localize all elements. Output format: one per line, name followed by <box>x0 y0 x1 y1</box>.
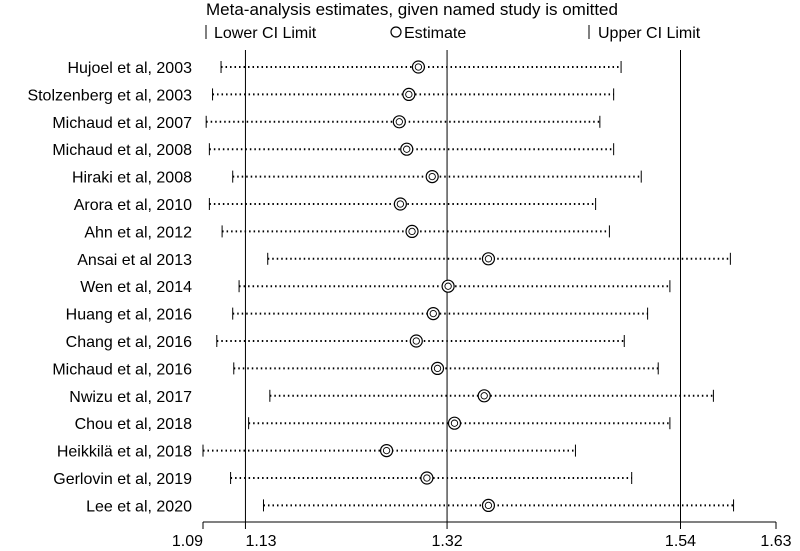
study-label: Hujoel et al, 2003 <box>67 60 192 77</box>
study-row: Chang et al, 2016 <box>66 334 625 351</box>
estimate-marker-inner <box>480 392 488 400</box>
study-row: Arora et al, 2010 <box>74 197 597 214</box>
estimate-marker-inner <box>450 419 459 427</box>
estimate-marker-inner <box>423 474 431 482</box>
legend-estimate-circle-icon <box>390 26 402 38</box>
estimate-marker <box>426 307 440 321</box>
study-label: Heikkilä et al, 2018 <box>57 444 192 461</box>
estimate-marker <box>481 498 496 512</box>
legend-estimate-label: Estimate <box>404 25 466 42</box>
estimate-marker-inner <box>414 63 423 71</box>
study-label: Stolzenberg et al, 2003 <box>27 87 192 104</box>
study-row: Lee et al, 2020 <box>86 498 735 515</box>
study-row: Michaud et al, 2007 <box>52 115 601 132</box>
estimate-marker <box>402 87 416 102</box>
estimate-marker-inner <box>408 227 416 236</box>
estimate-marker-inner <box>395 118 403 126</box>
study-row: Gerlovin et al, 2019 <box>53 471 633 488</box>
study-label: Michaud et al, 2016 <box>52 361 192 378</box>
estimate-marker <box>379 444 394 458</box>
estimate-marker <box>400 142 414 156</box>
study-row: Nwizu et al, 2017 <box>69 389 714 406</box>
estimate-marker <box>447 416 462 430</box>
x-axis: 1.09 1.13 1.32 1.54 1.63 <box>172 521 792 550</box>
study-row: Ahn et al, 2012 <box>84 224 610 241</box>
estimate-marker-inner <box>433 364 442 373</box>
estimate-marker <box>392 115 406 129</box>
study-label: Lee et al, 2020 <box>86 498 192 515</box>
study-rows: Hujoel et al, 2003 Stolzenberg et al, 200… <box>27 60 735 515</box>
study-label: Nwizu et al, 2017 <box>69 389 192 406</box>
x-tick-label: 1.32 <box>431 533 462 550</box>
estimate-marker-inner <box>484 501 493 510</box>
estimate-marker <box>405 224 419 238</box>
estimate-marker <box>430 361 445 375</box>
estimate-marker-inner <box>382 446 391 455</box>
estimate-marker-inner <box>484 255 493 263</box>
legend-upper-label: Upper CI Limit <box>598 25 701 42</box>
estimate-marker-inner <box>444 282 452 290</box>
study-label: Chang et al, 2016 <box>66 334 192 351</box>
estimate-marker-inner <box>428 172 436 181</box>
study-row: Michaud et al, 2016 <box>52 361 659 378</box>
study-label: Gerlovin et al, 2019 <box>53 471 192 488</box>
study-row: Huang et al, 2016 <box>66 307 649 324</box>
study-label: Huang et al, 2016 <box>66 307 192 324</box>
study-row: Heikkilä et al, 2018 <box>57 444 576 461</box>
estimate-marker <box>420 471 434 485</box>
x-tick-label: 1.54 <box>665 533 696 550</box>
study-label: Michaud et al, 2008 <box>52 142 192 159</box>
estimate-marker-inner <box>412 337 420 345</box>
legend-lower-label: Lower CI Limit <box>214 25 317 42</box>
estimate-marker-inner <box>429 309 437 318</box>
estimate-marker <box>411 60 426 74</box>
study-label: Arora et al, 2010 <box>74 197 192 214</box>
study-label: Ahn et al, 2012 <box>84 224 192 241</box>
estimate-marker <box>441 279 455 293</box>
study-label: Hiraki et al, 2008 <box>72 170 192 187</box>
estimate-marker <box>409 334 423 348</box>
study-label: Michaud et al, 2007 <box>52 115 192 132</box>
study-row: Michaud et al, 2008 <box>52 142 615 159</box>
x-tick-label: 1.09 <box>172 533 203 550</box>
estimate-marker-inner <box>403 145 411 153</box>
x-tick-label: 1.63 <box>760 533 791 550</box>
estimate-marker <box>393 197 407 211</box>
study-label: Chou et al, 2018 <box>75 416 193 433</box>
chart-title: Meta-analysis estimates, given named stu… <box>206 0 618 19</box>
estimate-marker <box>425 170 439 184</box>
x-tick-label: 1.13 <box>245 533 276 550</box>
study-row: Chou et al, 2018 <box>75 416 671 433</box>
estimate-marker-inner <box>396 200 405 208</box>
study-row: Wen et al, 2014 <box>80 279 671 296</box>
estimate-marker-inner <box>405 90 413 99</box>
study-row: Hujoel et al, 2003 <box>67 60 622 77</box>
legend: Lower CI Limit Estimate Upper CI Limit <box>205 25 701 42</box>
estimate-marker <box>481 252 496 266</box>
study-label: Wen et al, 2014 <box>80 279 192 296</box>
estimate-marker <box>477 389 491 403</box>
study-label: Ansai et al 2013 <box>77 252 192 269</box>
study-row: Hiraki et al, 2008 <box>72 170 642 187</box>
study-row: Stolzenberg et al, 2003 <box>27 87 615 104</box>
study-row: Ansai et al 2013 <box>77 252 731 269</box>
